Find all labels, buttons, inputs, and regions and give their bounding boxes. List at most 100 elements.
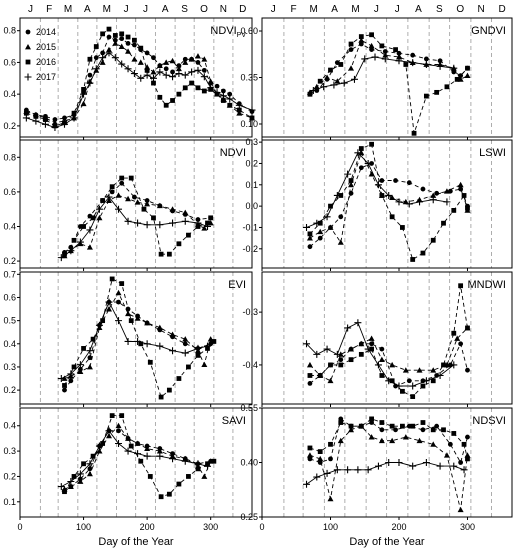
data-point-2017 [344,170,352,178]
data-point-2017 [143,452,151,460]
legend-marker-2014 [25,29,31,35]
panel-frame [19,407,253,518]
data-point-2017 [207,84,215,92]
series-2016 [307,283,470,400]
data-point-2016 [166,251,172,257]
series-2015 [306,423,471,513]
data-point-2016 [358,146,364,151]
series-line-2017 [26,52,253,128]
data-point-2016 [227,102,233,108]
data-point-2014 [447,441,453,447]
data-point-2015 [156,62,163,68]
data-point-2017 [194,66,202,74]
data-point-2016 [410,423,416,429]
data-point-2016 [348,41,354,47]
data-point-2015 [115,289,122,296]
data-point-2015 [137,59,144,65]
data-point-2017 [76,470,84,478]
data-point-2015 [115,422,122,429]
data-point-2015 [306,452,313,458]
data-point-2017 [364,159,372,167]
data-point-2015 [337,437,344,444]
data-point-2016 [158,251,164,257]
data-point-2016 [420,250,426,256]
data-point-2016 [90,453,96,459]
data-point-2016 [423,93,429,99]
data-point-2016 [62,251,67,257]
data-point-2016 [451,208,457,213]
data-point-2017 [162,71,170,79]
series-line-2014 [26,36,253,120]
data-point-2016 [458,283,464,289]
data-point-2017 [115,317,123,325]
data-point-2016 [420,383,426,389]
data-point-2015 [201,473,208,479]
data-point-2017 [344,324,352,332]
data-point-2016 [379,373,385,378]
data-point-2017 [124,217,132,225]
data-point-2014 [423,56,429,62]
x-axis-title: Day of the Year [98,536,174,548]
data-point-2015 [175,65,182,72]
data-point-2017 [86,347,94,355]
y-tick-label: -0.4 [242,360,258,370]
data-point-2015 [402,434,409,440]
series-line-2014 [309,418,468,464]
data-point-2015 [324,74,331,80]
y-tick-label: 0.3 [3,446,16,456]
data-point-2016 [71,237,77,243]
data-point-2015 [182,209,189,216]
data-point-2016 [328,441,333,447]
data-point-2017 [323,213,331,221]
data-point-2016 [195,85,201,91]
data-point-2017 [409,462,417,470]
data-point-2017 [330,81,338,89]
data-point-2017 [137,74,145,82]
data-point-2015 [77,368,84,374]
data-point-2016 [317,449,323,454]
data-point-2017 [156,221,164,229]
series-2016 [62,413,217,500]
data-point-2014 [437,58,443,64]
legend-label: 2016 [36,57,56,67]
data-point-2016 [128,175,134,181]
month-label: O [200,4,208,15]
data-point-2014 [151,55,156,61]
data-point-2016 [317,373,323,378]
data-point-2017 [95,321,103,329]
data-point-2014 [358,165,364,171]
data-point-2016 [62,489,67,495]
data-point-2015 [169,331,176,337]
data-point-2017 [333,191,341,199]
data-point-2017 [313,219,321,227]
data-point-2017 [134,450,142,458]
data-point-2016 [201,88,207,94]
data-point-2017 [213,89,221,97]
y-tick-label: -0.2 [242,244,258,254]
data-point-2014 [87,355,93,361]
data-point-2017 [105,427,113,435]
data-point-2017 [303,480,311,488]
data-point-2016 [109,184,115,190]
y-tick-label: 0.2 [245,158,258,168]
data-point-2016 [166,491,172,497]
y-tick-label: 0.6 [3,292,16,302]
data-point-2015 [337,239,344,245]
series-2017 [57,427,212,491]
data-point-2017 [115,439,123,447]
data-point-2016 [369,416,374,422]
month-label: N [220,4,227,15]
legend-label: 2017 [36,72,56,82]
data-point-2017 [156,342,164,350]
y-tick-label: 0.2 [3,471,16,481]
data-point-2017 [204,342,212,350]
data-point-2017 [181,217,189,225]
data-point-2017 [374,181,382,189]
data-point-2017 [130,70,138,78]
data-point-2015 [131,56,138,62]
series-2016 [62,276,217,400]
data-point-2016 [81,346,86,351]
data-point-2017 [86,79,94,87]
data-point-2017 [385,377,393,385]
